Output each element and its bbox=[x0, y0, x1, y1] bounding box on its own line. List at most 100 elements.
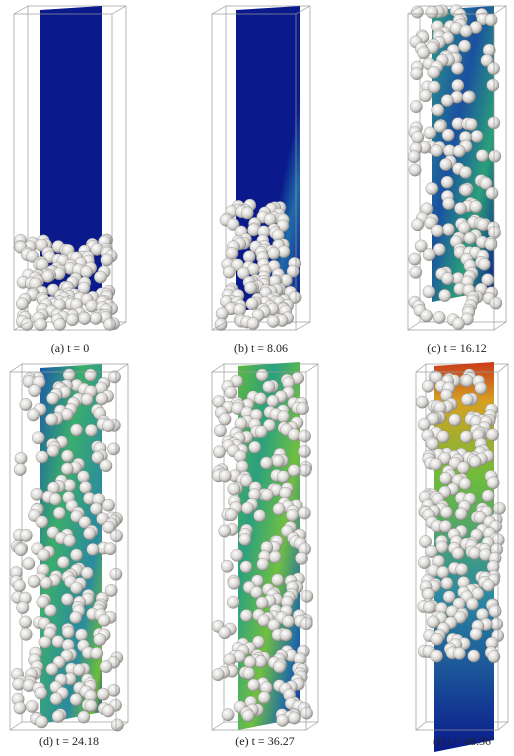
particle bbox=[53, 507, 65, 519]
particle bbox=[240, 561, 252, 573]
particle bbox=[268, 247, 280, 259]
particle bbox=[27, 409, 39, 421]
particle bbox=[455, 508, 467, 520]
particle bbox=[77, 471, 89, 483]
particle bbox=[70, 582, 82, 594]
particle bbox=[96, 393, 108, 405]
particle bbox=[277, 471, 289, 483]
particle bbox=[433, 311, 445, 323]
particle bbox=[17, 601, 29, 613]
particle bbox=[70, 549, 82, 561]
particle bbox=[29, 384, 41, 396]
caption: (e) t = 36.27 bbox=[235, 734, 294, 748]
box-edge bbox=[416, 722, 426, 730]
particle bbox=[298, 445, 310, 457]
particle bbox=[85, 424, 97, 436]
box-edge bbox=[296, 322, 310, 330]
particle bbox=[426, 6, 438, 18]
particle bbox=[430, 144, 442, 156]
particle bbox=[234, 450, 246, 462]
particle bbox=[14, 702, 26, 714]
particle bbox=[46, 663, 58, 675]
particle bbox=[258, 691, 270, 703]
box-edge bbox=[112, 6, 126, 14]
particle bbox=[247, 317, 259, 329]
caption: (f) t = 48.36 bbox=[433, 734, 491, 748]
particle bbox=[490, 297, 502, 309]
box-edge bbox=[494, 322, 506, 330]
particle bbox=[31, 488, 43, 500]
particle bbox=[440, 158, 452, 170]
particle bbox=[276, 714, 288, 726]
particle bbox=[39, 636, 51, 648]
particle bbox=[21, 318, 33, 330]
particle bbox=[35, 319, 47, 331]
particle bbox=[87, 543, 99, 555]
particle bbox=[249, 441, 261, 453]
particle bbox=[412, 219, 424, 231]
particle bbox=[459, 478, 471, 490]
particle bbox=[62, 626, 74, 638]
particle bbox=[417, 47, 429, 59]
particle bbox=[273, 661, 285, 673]
particle bbox=[94, 271, 106, 283]
caption: (a) t = 0 bbox=[51, 341, 89, 355]
box-edge bbox=[10, 364, 22, 372]
box-edge bbox=[14, 6, 28, 14]
particle bbox=[260, 457, 272, 469]
particle bbox=[430, 650, 442, 662]
particle bbox=[86, 300, 98, 312]
particle bbox=[428, 66, 440, 78]
panel: (f) t = 48.36 bbox=[416, 362, 508, 752]
particle bbox=[75, 629, 87, 641]
particle bbox=[441, 272, 453, 284]
panel: (e) t = 36.27 bbox=[212, 362, 318, 748]
particle bbox=[457, 462, 469, 474]
particle bbox=[452, 547, 464, 559]
particle bbox=[70, 611, 82, 623]
particle bbox=[418, 418, 430, 430]
particle bbox=[243, 667, 255, 679]
particle bbox=[37, 549, 49, 561]
particle bbox=[80, 266, 92, 278]
particle bbox=[91, 647, 103, 659]
particle bbox=[408, 151, 420, 163]
particle bbox=[219, 525, 231, 537]
particle bbox=[216, 308, 228, 320]
particle bbox=[213, 446, 225, 458]
particle bbox=[94, 634, 106, 646]
particle bbox=[61, 463, 73, 475]
particle bbox=[423, 286, 435, 298]
particle bbox=[277, 411, 289, 423]
particle bbox=[485, 14, 497, 26]
particle bbox=[102, 419, 114, 431]
particle bbox=[439, 472, 451, 484]
particle bbox=[241, 502, 253, 514]
particle bbox=[487, 79, 499, 91]
particle bbox=[227, 596, 239, 608]
box-edge bbox=[212, 6, 226, 14]
particle bbox=[256, 369, 268, 381]
particle bbox=[409, 164, 421, 176]
particle bbox=[50, 693, 62, 705]
particle bbox=[219, 470, 231, 482]
particle bbox=[102, 499, 114, 511]
box-edge bbox=[498, 722, 508, 730]
particle bbox=[442, 129, 454, 141]
particle bbox=[228, 577, 240, 589]
particle bbox=[263, 381, 275, 393]
particle bbox=[100, 660, 112, 672]
particle bbox=[475, 382, 487, 394]
particle bbox=[449, 414, 461, 426]
particle bbox=[427, 438, 439, 450]
particle bbox=[440, 506, 452, 518]
particle bbox=[459, 166, 471, 178]
particle bbox=[452, 79, 464, 91]
particle bbox=[63, 479, 75, 491]
particle bbox=[23, 557, 35, 569]
figure: (a) t = 0(b) t = 8.06(c) t = 16.12(d) t … bbox=[0, 0, 514, 756]
particle bbox=[420, 310, 432, 322]
box-edge bbox=[416, 364, 426, 372]
particle bbox=[431, 225, 443, 237]
particle bbox=[410, 100, 422, 112]
